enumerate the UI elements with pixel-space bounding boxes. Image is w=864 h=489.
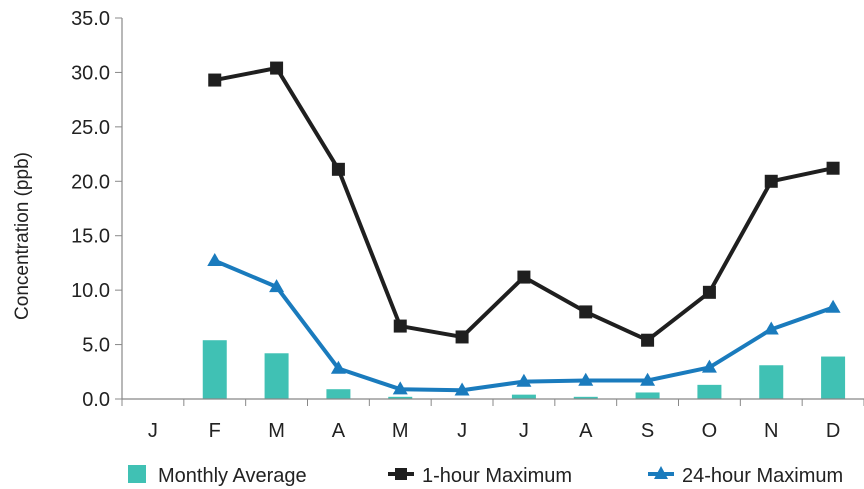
y-tick-label: 0.0 bbox=[82, 389, 110, 411]
monthly-average-bar bbox=[326, 389, 350, 399]
one-hour-max-point bbox=[579, 305, 592, 318]
one-hour-max-point bbox=[394, 320, 407, 333]
x-tick-label: J bbox=[519, 420, 529, 442]
x-tick-label: M bbox=[392, 420, 409, 442]
one-hour-max-point bbox=[641, 334, 654, 347]
legend-label: Monthly Average bbox=[158, 465, 307, 487]
monthly-average-bars bbox=[203, 340, 845, 399]
y-tick-label: 10.0 bbox=[71, 280, 110, 302]
legend-item: 24-hour Maximum bbox=[648, 465, 843, 487]
x-tick-label: D bbox=[826, 420, 840, 442]
x-tick-label: J bbox=[148, 420, 158, 442]
legend-label: 1-hour Maximum bbox=[422, 465, 572, 487]
x-tick-label: A bbox=[332, 420, 346, 442]
x-tick-label: J bbox=[457, 420, 467, 442]
twenty-four-hour-max-point bbox=[207, 253, 222, 266]
y-tick-label: 5.0 bbox=[82, 335, 110, 357]
monthly-average-bar bbox=[512, 395, 536, 399]
one-hour-max-point bbox=[456, 330, 469, 343]
y-tick-label: 35.0 bbox=[71, 8, 110, 30]
one-hour-max-line bbox=[215, 68, 833, 340]
x-tick-label: S bbox=[641, 420, 654, 442]
y-tick-label: 25.0 bbox=[71, 117, 110, 139]
one-hour-max-point bbox=[208, 74, 221, 87]
y-axis-label: Concentration (ppb) bbox=[12, 152, 33, 320]
monthly-average-bar bbox=[265, 353, 289, 399]
y-tick-label: 30.0 bbox=[71, 62, 110, 84]
one-hour-max-point bbox=[517, 271, 530, 284]
y-axis-ticks: 0.0 5.0 10.0 15.0 20.0 25.0 30.0 35.0 bbox=[71, 8, 122, 411]
one-hour-max-point bbox=[270, 62, 283, 75]
legend-marker-square bbox=[395, 468, 407, 480]
monthly-average-bar bbox=[203, 340, 227, 399]
y-tick-label: 20.0 bbox=[71, 171, 110, 193]
one-hour-max-point bbox=[827, 162, 840, 175]
legend-item: Monthly Average bbox=[128, 465, 307, 487]
max-lines bbox=[207, 62, 840, 396]
legend-swatch-bar bbox=[128, 465, 146, 483]
x-tick-label: O bbox=[702, 420, 718, 442]
monthly-average-bar bbox=[759, 365, 783, 399]
legend-item: 1-hour Maximum bbox=[388, 465, 572, 487]
y-tick-label: 15.0 bbox=[71, 226, 110, 248]
twenty-four-hour-max-point bbox=[826, 300, 841, 313]
x-tick-label: M bbox=[268, 420, 285, 442]
monthly-average-bar bbox=[821, 357, 845, 399]
one-hour-max-point bbox=[703, 286, 716, 299]
monthly-average-bar bbox=[636, 392, 660, 399]
x-tick-label: F bbox=[209, 420, 221, 442]
one-hour-max-point bbox=[332, 163, 345, 176]
x-tick-label: N bbox=[764, 420, 778, 442]
legend: Monthly Average 1-hour Maximum 24-hour Max… bbox=[128, 465, 843, 487]
monthly-average-bar bbox=[697, 385, 721, 399]
legend-label: 24-hour Maximum bbox=[682, 465, 843, 487]
x-tick-label: A bbox=[579, 420, 593, 442]
one-hour-max-point bbox=[765, 175, 778, 188]
